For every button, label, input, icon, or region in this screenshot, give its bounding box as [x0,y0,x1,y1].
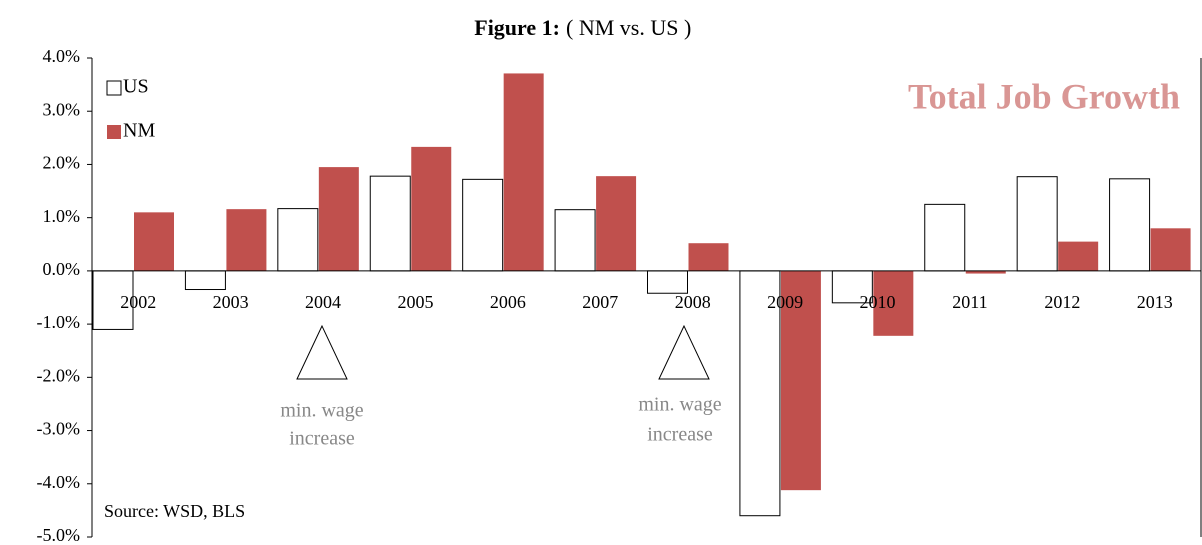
note: min. wage [280,400,363,422]
bar [277,208,319,272]
x-tick-label: 2010 [860,292,896,312]
chart-title: Figure 1: [474,15,560,40]
x-tick-label: 2013 [1137,292,1173,312]
x-tick-label: 2011 [952,292,987,312]
legend-swatch [106,80,122,96]
bar [1150,228,1191,271]
y-tick-label: 0.0% [43,259,81,279]
bar [1109,178,1151,272]
y-tick-label: 3.0% [43,99,81,119]
x-tick-label: 2009 [767,292,803,312]
x-tick-label: 2003 [213,292,249,312]
note: increase [647,424,713,446]
legend-label: US [123,76,149,98]
bar [1016,176,1058,272]
y-tick-label: 4.0% [43,46,81,66]
source: Source: WSD, BLS [104,501,245,521]
y-tick-label: -1.0% [37,312,81,332]
triangle [658,324,710,380]
legend-label: NM [123,120,155,142]
x-tick-label: 2007 [582,292,618,312]
y-tick-label: -3.0% [37,419,81,439]
y-tick-label: 2.0% [43,153,81,173]
y-tick-label: -4.0% [37,472,81,492]
bar [647,270,688,294]
bar [134,212,174,271]
x-tick-label: 2008 [675,292,711,312]
note: min. wage [638,394,721,416]
bar [924,203,966,272]
bar [411,146,452,271]
bar [318,167,359,271]
bar [503,73,544,271]
note: increase [289,428,355,450]
headline: Total Job Growth [908,76,1180,116]
bar [1058,241,1099,271]
x-tick-label: 2012 [1044,292,1080,312]
x-tick-label: 2006 [490,292,526,312]
bar [369,175,411,272]
triangle [296,324,348,380]
bar [462,178,504,272]
bar [184,270,226,291]
bar [873,270,914,336]
y-tick-label: -5.0% [37,525,81,545]
bar [965,270,1006,274]
bar [554,209,596,272]
y-tick-label: -2.0% [37,365,81,385]
bar [92,270,134,330]
bar [780,270,821,491]
bar [226,209,267,271]
y-tick-label: 1.0% [43,206,81,226]
chart-subtitle: ( NM vs. US ) [566,15,691,40]
legend-swatch [107,125,121,139]
x-tick-label: 2005 [397,292,433,312]
x-tick-label: 2002 [120,292,156,312]
bar [596,176,637,271]
x-tick-label: 2004 [305,292,341,312]
bar [688,243,729,271]
